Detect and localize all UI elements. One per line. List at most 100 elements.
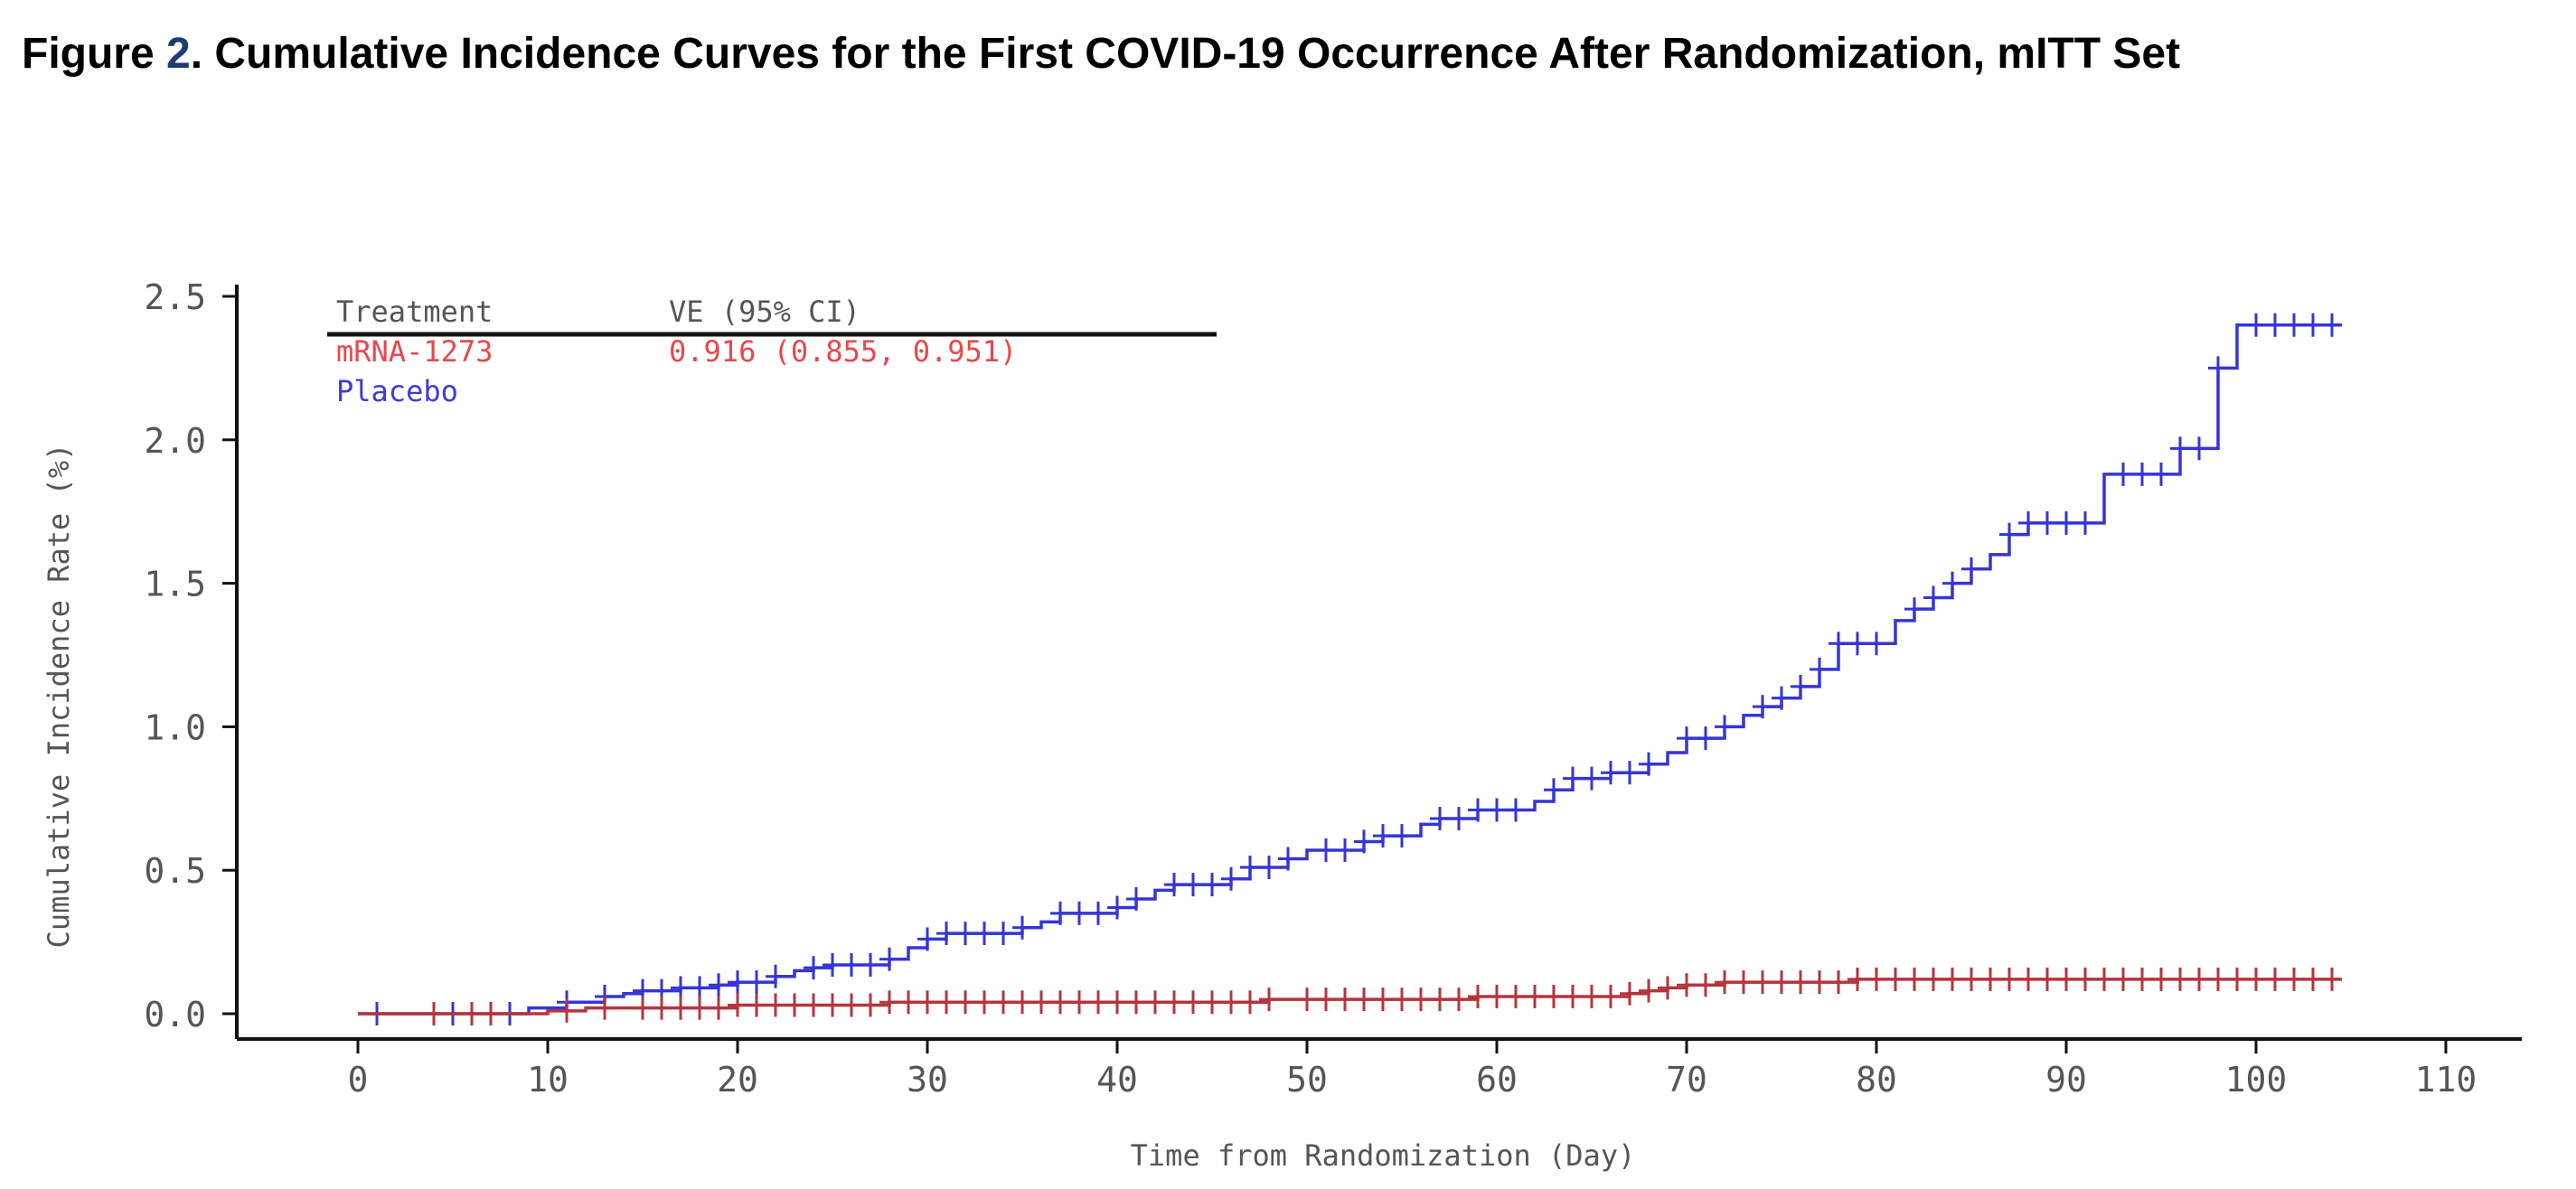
censor-mark [1373,988,1393,1012]
censor-mark [1715,715,1735,739]
censor-mark [1980,967,2000,991]
y-axis-label: Cumulative Incidence Rate (%) [42,444,76,949]
censor-mark [917,927,937,951]
censor-mark [1791,970,1810,995]
x-tick-label: 0 [348,1060,369,1100]
censor-mark [1373,824,1393,848]
censor-mark [993,990,1013,1015]
censor-mark [1601,761,1621,785]
censor-mark [1126,886,1146,911]
censor-mark [2265,313,2285,337]
censor-mark [1563,984,1583,1008]
censor-mark [1202,873,1222,897]
censor-mark [1316,988,1336,1012]
censor-mark [1999,967,2019,991]
censor-mark [2075,967,2095,991]
censor-mark [1202,990,1222,1015]
censor-mark [1392,988,1412,1012]
censor-mark [823,953,842,978]
censor-mark [841,993,861,1017]
chart-legend: Treatment VE (95% CI) mRNA-1273 0.916 (0.85… [327,295,1217,408]
censor-mark [823,993,842,1017]
legend-header-ve: VE (95% CI) [669,295,860,329]
censor-mark [1999,522,2019,547]
figure-title-text: . Cumulative Incidence Curves for the Fi… [190,30,2181,78]
censor-mark [993,922,1013,946]
censor-mark [936,922,956,946]
censor-mark [1449,988,1469,1012]
censor-mark [1544,984,1564,1008]
censor-mark [2227,967,2247,991]
censor-mark [1525,984,1545,1008]
censor-mark [1885,967,1905,991]
censor-mark [1620,981,1640,1006]
censor-mark [1601,984,1621,1008]
censor-mark [1354,829,1374,854]
censor-mark [2322,313,2342,337]
x-tick-label: 70 [1666,1060,1707,1100]
censor-mark [1088,990,1108,1015]
censor-mark [1582,984,1602,1008]
y-tick-label: 0.5 [144,851,206,891]
censor-mark [1259,856,1279,880]
censor-mark [2094,967,2114,991]
figure-number: 2 [166,30,191,78]
legend-entry-name: mRNA-1273 [336,334,493,369]
x-tick-label: 40 [1096,1060,1138,1100]
censor-mark [1240,856,1260,880]
censor-mark [804,956,823,980]
censor-mark [1164,873,1184,897]
censor-mark [2037,967,2057,991]
censor-mark [1430,807,1450,831]
censor-mark [841,953,861,978]
censor-mark [766,964,785,988]
censor-mark [1506,984,1526,1008]
censor-mark [860,953,880,978]
censor-mark [2208,356,2228,380]
censor-mark [1923,967,1943,991]
censor-mark [690,976,710,1000]
series-layer [358,313,2342,1025]
censor-mark [2265,967,2285,991]
censor-mark [1316,838,1336,862]
censor-mark [671,976,691,1000]
x-tick-label: 50 [1286,1060,1328,1100]
censor-mark [1639,752,1659,776]
censor-mark [2018,967,2038,991]
y-tick-label: 1.0 [144,707,206,747]
censor-mark [917,990,937,1015]
censor-mark [2132,462,2152,486]
censor-mark [2284,967,2304,991]
censor-mark [2170,967,2190,991]
censor-mark [1069,990,1089,1015]
censor-mark [747,993,766,1017]
censor-mark [1145,990,1165,1015]
censor-mark [728,993,747,1017]
censor-mark [1183,990,1203,1015]
censor-mark [766,993,785,1017]
censor-mark [2056,510,2076,535]
figure-label: Figure [22,30,155,78]
censor-mark [481,1002,501,1025]
censor-mark [1126,990,1146,1015]
censor-mark [1639,978,1659,1003]
censor-mark [671,996,691,1020]
censor-mark [1259,988,1279,1012]
censor-mark [785,993,804,1017]
censor-mark [1335,988,1355,1012]
censor-mark [1392,824,1412,848]
censor-mark [1468,984,1488,1008]
censor-mark [1847,632,1867,656]
censor-mark [1715,970,1735,995]
censor-mark [879,990,899,1015]
censor-mark [898,990,918,1015]
censor-mark [557,998,577,1023]
censor-mark [2246,313,2266,337]
censor-mark [1012,915,1032,940]
censor-mark [1335,838,1355,862]
censor-mark [1544,778,1564,802]
censor-mark [1734,970,1753,995]
censor-mark [1753,695,1772,719]
censor-mark [955,922,975,946]
